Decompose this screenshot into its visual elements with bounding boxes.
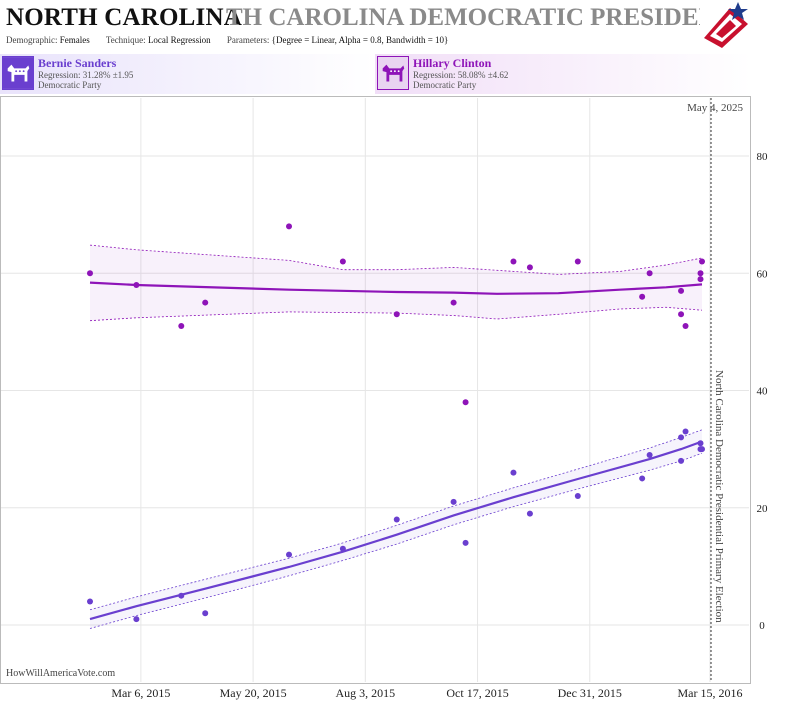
clinton-poll-point bbox=[339, 258, 346, 265]
sanders-band-lower bbox=[89, 452, 703, 629]
clinton-confidence-band bbox=[90, 245, 702, 321]
clinton-poll-point bbox=[574, 258, 581, 265]
sanders-poll-point bbox=[202, 610, 209, 617]
sanders-poll-point bbox=[682, 428, 689, 435]
clinton-party: Democratic Party bbox=[413, 80, 477, 90]
clinton-poll-point bbox=[682, 323, 689, 330]
candidate-sanders: Bernie Sanders Regression: 31.28% ±1.95 … bbox=[0, 54, 375, 94]
x-tick-label: Oct 17, 2015 bbox=[446, 686, 508, 700]
donkey-icon bbox=[2, 56, 34, 90]
clinton-poll-point bbox=[510, 258, 517, 265]
state-title: NORTH CAROLINA bbox=[6, 4, 242, 31]
y-tick-label: 60 bbox=[757, 268, 769, 280]
x-tick-label: Aug 3, 2015 bbox=[335, 686, 395, 700]
clinton-poll-point bbox=[286, 223, 293, 230]
clinton-band-lower bbox=[89, 306, 703, 322]
sanders-poll-point bbox=[697, 440, 704, 447]
technique-value: Local Regression bbox=[147, 35, 211, 45]
race-title: TH CAROLINA DEMOCRATIC PRESIDENTIAL P bbox=[226, 4, 742, 31]
sanders-band-upper bbox=[89, 429, 703, 611]
vote-logo-icon bbox=[700, 0, 752, 52]
clinton-poll-point bbox=[697, 270, 704, 277]
sanders-poll-point bbox=[450, 498, 457, 505]
sanders-poll-point bbox=[178, 592, 185, 599]
x-tick-label: May 20, 2015 bbox=[220, 686, 287, 700]
clinton-poll-point bbox=[678, 311, 685, 318]
clinton-band-upper bbox=[89, 244, 703, 275]
x-tick-label: Mar 6, 2015 bbox=[111, 686, 170, 700]
sanders-poll-point bbox=[87, 598, 93, 605]
sanders-poll-point bbox=[510, 469, 517, 476]
x-tick-label: Dec 31, 2015 bbox=[558, 686, 622, 700]
clinton-regression: Regression: 58.08% ±4.62 bbox=[413, 70, 509, 80]
sanders-poll-point bbox=[646, 451, 653, 458]
plot-area bbox=[0, 96, 751, 684]
parameters-line: Demographic: Females Technique: Local Re… bbox=[6, 35, 462, 45]
clinton-poll-point bbox=[450, 299, 457, 306]
parameters-value: {Degree = Linear, Alpha = 0.8, Bandwidth… bbox=[271, 35, 449, 45]
sanders-regression: Regression: 31.28% ±1.95 bbox=[38, 70, 134, 80]
sanders-party: Democratic Party bbox=[38, 80, 102, 90]
clinton-name: Hillary Clinton bbox=[413, 56, 492, 70]
clinton-poll-point bbox=[393, 311, 400, 318]
clinton-poll-point bbox=[697, 276, 704, 283]
clinton-poll-point bbox=[133, 281, 140, 288]
donkey-icon bbox=[377, 56, 409, 90]
clinton-trend-line bbox=[89, 281, 703, 295]
header: NORTH CAROLINA TH CAROLINA DEMOCRATIC PR… bbox=[0, 0, 789, 52]
clinton-poll-point bbox=[202, 299, 209, 306]
sanders-poll-point bbox=[639, 475, 646, 482]
sanders-name: Bernie Sanders bbox=[38, 56, 117, 70]
x-tick-label: Mar 15, 2016 bbox=[678, 686, 743, 700]
clinton-poll-point bbox=[678, 287, 685, 294]
clinton-poll-point bbox=[699, 258, 705, 265]
y-tick-label: 20 bbox=[757, 503, 769, 515]
clinton-poll-point bbox=[178, 323, 185, 330]
candidate-legend: Bernie Sanders Regression: 31.28% ±1.95 … bbox=[0, 54, 789, 94]
demographic-label: Demographic: bbox=[6, 35, 58, 45]
clinton-poll-point bbox=[646, 270, 653, 277]
sanders-poll-point bbox=[678, 434, 685, 441]
sanders-poll-point bbox=[462, 539, 469, 546]
y-tick-label: 40 bbox=[757, 386, 769, 398]
current-date-label: May 4, 2025 bbox=[687, 102, 743, 114]
clinton-poll-point bbox=[87, 270, 93, 277]
sanders-trend-line bbox=[89, 440, 703, 621]
candidate-clinton: Hillary Clinton Regression: 58.08% ±4.62… bbox=[375, 54, 751, 94]
sanders-poll-point bbox=[699, 446, 705, 453]
y-tick-label: 80 bbox=[757, 151, 769, 163]
site-credit: HowWillAmericaVote.com bbox=[6, 668, 116, 679]
parameters-label: Parameters: bbox=[226, 35, 270, 45]
sanders-poll-point bbox=[678, 457, 685, 464]
y-tick-label: 0 bbox=[759, 620, 765, 632]
sanders-poll-point bbox=[339, 545, 346, 552]
sanders-poll-point bbox=[133, 616, 140, 623]
sanders-poll-point bbox=[574, 493, 581, 500]
sanders-poll-point bbox=[286, 551, 293, 558]
election-label: North Carolina Democratic Presidential P… bbox=[713, 370, 725, 623]
clinton-poll-point bbox=[462, 399, 469, 406]
sanders-poll-point bbox=[526, 510, 533, 517]
clinton-poll-point bbox=[526, 264, 533, 271]
technique-label: Technique: bbox=[105, 35, 146, 45]
sanders-poll-point bbox=[393, 516, 400, 523]
clinton-poll-point bbox=[639, 293, 646, 300]
demographic-value: Females bbox=[59, 35, 90, 45]
